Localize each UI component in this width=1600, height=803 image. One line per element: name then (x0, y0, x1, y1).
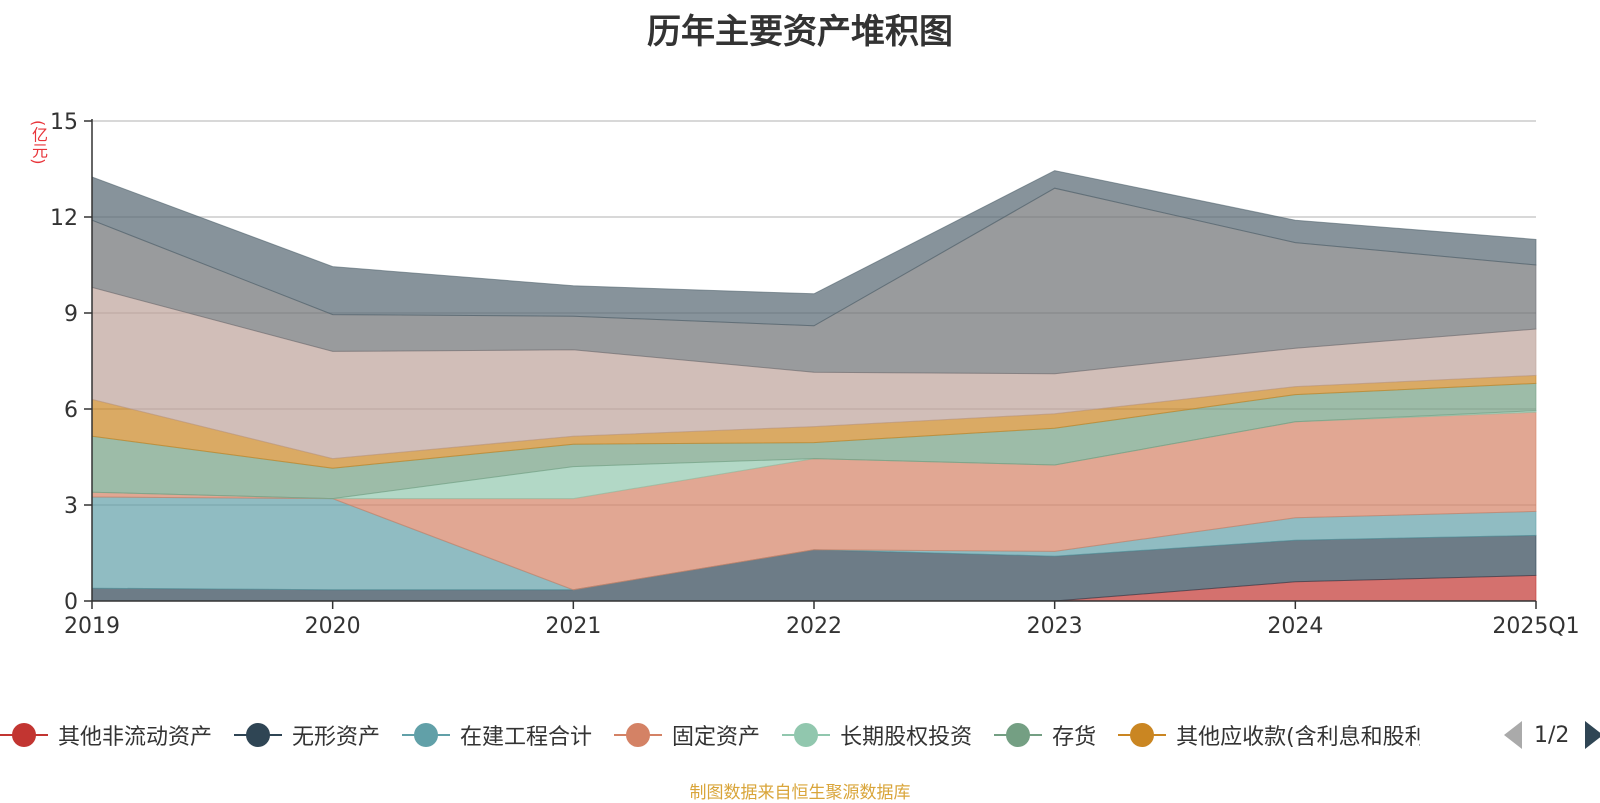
legend-marker-icon (994, 723, 1043, 747)
y-tick-label: 3 (64, 494, 78, 519)
y-tick-label: 15 (50, 110, 78, 135)
legend-item[interactable]: 在建工程合计 (402, 719, 592, 751)
legend-item[interactable]: 其他应收款(含利息和股利) (1118, 719, 1420, 751)
legend-next-page-icon[interactable] (1585, 721, 1600, 749)
chart-title: 历年主要资产堆积图 (647, 12, 953, 52)
legend-label: 固定资产 (672, 725, 761, 750)
legend-item[interactable]: 固定资产 (614, 719, 760, 751)
legend-marker-icon (782, 723, 831, 747)
legend-marker-icon (0, 723, 48, 747)
legend-item[interactable]: 其他非流动资产 (0, 719, 212, 751)
area-series-9[interactable] (91, 170, 1537, 327)
legend-pager: 1/2 (1504, 718, 1600, 752)
area-series (91, 170, 1537, 602)
legend-label: 其他应收款(含利息和股利) (1176, 725, 1421, 750)
x-tick-label: 2022 (786, 614, 842, 639)
x-tick-label: 2019 (64, 614, 120, 639)
legend-item[interactable]: 无形资产 (234, 719, 380, 751)
legend-label: 在建工程合计 (460, 725, 593, 750)
y-tick-label: 6 (64, 398, 78, 423)
x-tick-label: 2025Q1 (1492, 614, 1579, 639)
x-tick-label: 2023 (1027, 614, 1083, 639)
legend-label: 存货 (1052, 725, 1097, 750)
y-axis-unit-label: (亿元) (29, 120, 48, 165)
legend-marker-icon (1118, 723, 1167, 747)
x-tick-label: 2020 (305, 614, 361, 639)
legend-label: 无形资产 (292, 725, 381, 750)
legend-marker-icon (614, 723, 663, 747)
legend-marker-icon (402, 723, 451, 747)
legend-item[interactable]: 长期股权投资 (782, 719, 972, 751)
legend-item[interactable]: 存货 (994, 719, 1096, 751)
y-tick-label: 0 (64, 590, 78, 615)
x-tick-label: 2024 (1267, 614, 1323, 639)
y-tick-label: 12 (50, 206, 78, 231)
legend-label: 其他非流动资产 (58, 725, 213, 750)
legend-label: 长期股权投资 (840, 725, 973, 750)
legend-page-indicator: 1/2 (1534, 722, 1570, 748)
data-source-note: 制图数据来自恒生聚源数据库 (689, 783, 911, 803)
x-tick-label: 2021 (545, 614, 601, 639)
legend-marker-icon (234, 723, 283, 747)
legend: 其他非流动资产 无形资产 在建工程合计 固定资产 长期股权投资 存货 其他应收款(含利息和股… (0, 718, 1442, 752)
axes: 0 3 6 9 12 15 2019 2020 2021 2022 2023 2024 2025Q1 (50, 110, 1580, 639)
legend-prev-page-icon[interactable] (1504, 721, 1522, 749)
y-tick-label: 9 (64, 302, 78, 327)
